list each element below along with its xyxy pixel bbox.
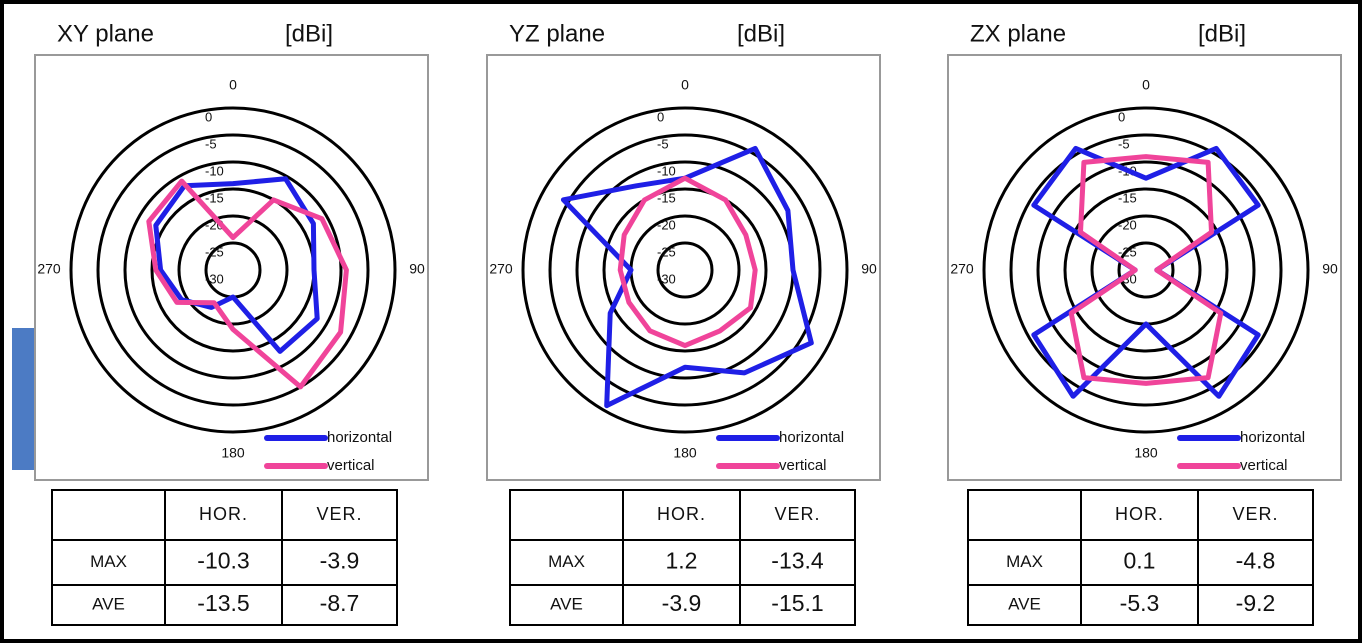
r-tick-label: -30 <box>657 271 676 286</box>
grid-ring <box>656 241 714 299</box>
grid-ring <box>521 106 849 434</box>
r-tick-label: -30 <box>205 271 224 286</box>
grid-ring <box>548 133 822 407</box>
series-line <box>1068 154 1224 386</box>
table-header: VER. <box>1232 504 1278 524</box>
angle-tick-label: 270 <box>489 261 513 277</box>
angle-tick-label: 90 <box>1322 261 1338 277</box>
row-label: MAX <box>548 552 585 571</box>
legend-label: vertical <box>327 457 375 474</box>
table-value: -9.2 <box>1236 590 1276 616</box>
table-header: VER. <box>774 504 820 524</box>
series-line <box>617 175 758 349</box>
series-line <box>153 176 320 354</box>
photo-edge <box>12 328 34 470</box>
angle-tick-label: 0 <box>1142 77 1150 93</box>
r-tick-label: -20 <box>1118 217 1137 232</box>
r-tick-label: -15 <box>1118 190 1137 205</box>
legend-label: vertical <box>779 457 827 474</box>
r-tick-label: -5 <box>205 136 217 151</box>
unit-label: [dBi] <box>285 20 333 47</box>
row-label: AVE <box>1008 594 1041 613</box>
angle-tick-label: 270 <box>37 261 61 277</box>
grid-ring <box>602 187 768 353</box>
angle-tick-label: 90 <box>861 261 877 277</box>
grid-ring <box>1117 241 1175 299</box>
r-tick-label: -10 <box>205 163 224 178</box>
r-tick-label: -15 <box>205 190 224 205</box>
grid-ring <box>982 106 1310 434</box>
angle-tick-label: 270 <box>950 261 974 277</box>
legend-label: horizontal <box>1240 429 1305 446</box>
r-tick-label: -25 <box>1118 244 1137 259</box>
r-tick-label: -25 <box>205 244 224 259</box>
series-line <box>146 178 349 390</box>
angle-tick-label: 180 <box>221 445 245 461</box>
r-tick-label: -10 <box>657 163 676 178</box>
table-value: -3.9 <box>320 548 360 574</box>
grid-ring <box>1036 160 1256 380</box>
table-value: -13.5 <box>197 590 249 616</box>
chart-title: XY plane <box>57 20 154 47</box>
unit-label: [dBi] <box>1198 20 1246 47</box>
r-tick-label: -20 <box>657 217 676 232</box>
legend-label: horizontal <box>779 429 844 446</box>
table-value: -15.1 <box>771 590 823 616</box>
chart-title: YZ plane <box>509 20 605 47</box>
grid-ring <box>123 160 343 380</box>
grid-ring <box>69 106 397 434</box>
row-label: AVE <box>92 594 125 613</box>
row-label: MAX <box>90 552 127 571</box>
table-header: VER. <box>316 504 362 524</box>
r-tick-label: -5 <box>1118 136 1130 151</box>
grid-ring <box>1009 133 1283 407</box>
table-value: -8.7 <box>320 590 360 616</box>
r-tick-label: 0 <box>657 109 664 124</box>
row-label: AVE <box>550 594 583 613</box>
angle-tick-label: 180 <box>673 445 697 461</box>
series-line <box>1031 145 1261 399</box>
table-border <box>51 489 398 626</box>
table-border <box>967 489 1314 626</box>
table-border <box>509 489 856 626</box>
table-header: HOR. <box>1115 504 1164 524</box>
plot-box <box>947 54 1342 481</box>
angle-tick-label: 0 <box>229 77 237 93</box>
table-value: 0.1 <box>1124 548 1156 574</box>
table-value: -4.8 <box>1236 548 1276 574</box>
r-tick-label: -25 <box>657 244 676 259</box>
table-header: HOR. <box>199 504 248 524</box>
grid-ring <box>1063 187 1229 353</box>
table-value: -5.3 <box>1120 590 1160 616</box>
angle-tick-label: 90 <box>409 261 425 277</box>
r-tick-label: -5 <box>657 136 669 151</box>
table-header: HOR. <box>657 504 706 524</box>
series-line <box>560 145 814 409</box>
grid-ring <box>96 133 370 407</box>
unit-label: [dBi] <box>737 20 785 47</box>
table-value: 1.2 <box>666 548 698 574</box>
r-tick-label: 0 <box>205 109 212 124</box>
plot-box <box>486 54 881 481</box>
plot-box <box>34 54 429 481</box>
row-label: MAX <box>1006 552 1043 571</box>
angle-tick-label: 180 <box>1134 445 1158 461</box>
chart-title: ZX plane <box>970 20 1066 47</box>
grid-ring <box>177 214 289 326</box>
legend-label: vertical <box>1240 457 1288 474</box>
legend-label: horizontal <box>327 429 392 446</box>
table-value: -3.9 <box>662 590 702 616</box>
r-tick-label: 0 <box>1118 109 1125 124</box>
table-value: -10.3 <box>197 548 249 574</box>
angle-tick-label: 0 <box>681 77 689 93</box>
table-value: -13.4 <box>771 548 824 574</box>
r-tick-label: -15 <box>657 190 676 205</box>
